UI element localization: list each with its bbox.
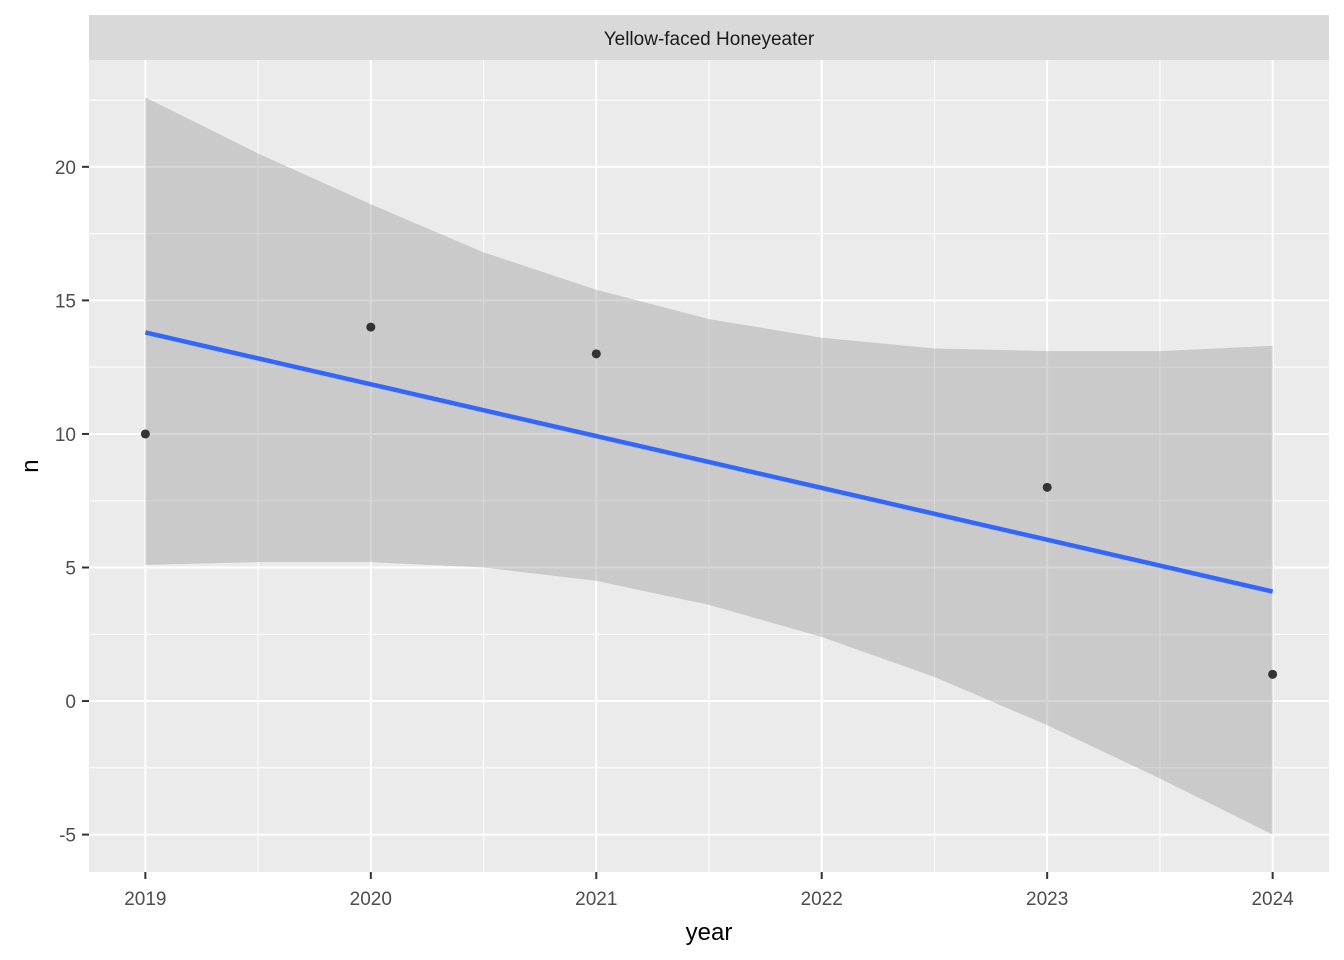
x-axis: 2019 2020 2021 2022 2023 2024 [124, 872, 1294, 910]
y-tick-label: 15 [55, 291, 76, 312]
y-tick-label: 5 [65, 559, 76, 580]
confidence-band-layer [145, 97, 1273, 835]
trend-line [144, 330, 1274, 594]
trend-line-layer [144, 330, 1274, 594]
grid-major [89, 60, 1329, 872]
x-tick-label: 2024 [1251, 889, 1294, 910]
facet-strip-label: Yellow-faced Honeyeater [604, 29, 815, 50]
x-tick-label: 2021 [575, 889, 617, 910]
y-tick-label: 10 [55, 425, 76, 446]
data-points [140, 322, 1278, 679]
x-axis-title: year [686, 919, 733, 946]
x-tick-label: 2023 [1026, 889, 1068, 910]
x-tick-label: 2019 [124, 889, 166, 910]
y-axis: -5 0 5 10 15 20 [55, 158, 89, 847]
data-point [140, 429, 150, 439]
data-point [1268, 669, 1278, 679]
confidence-band [145, 97, 1273, 835]
y-tick-label: -5 [59, 826, 76, 847]
data-point [591, 349, 601, 359]
facet-strip: Yellow-faced Honeyeater [89, 15, 1329, 60]
x-tick-label: 2022 [801, 889, 843, 910]
facet-strip-background [89, 15, 1329, 60]
y-axis-title: n [17, 459, 44, 472]
y-tick-label: 0 [65, 692, 76, 713]
y-tick-label: 20 [55, 158, 76, 179]
x-tick-label: 2020 [350, 889, 392, 910]
data-point [1042, 482, 1052, 492]
grid-minor [89, 60, 1329, 872]
data-point [366, 322, 376, 332]
